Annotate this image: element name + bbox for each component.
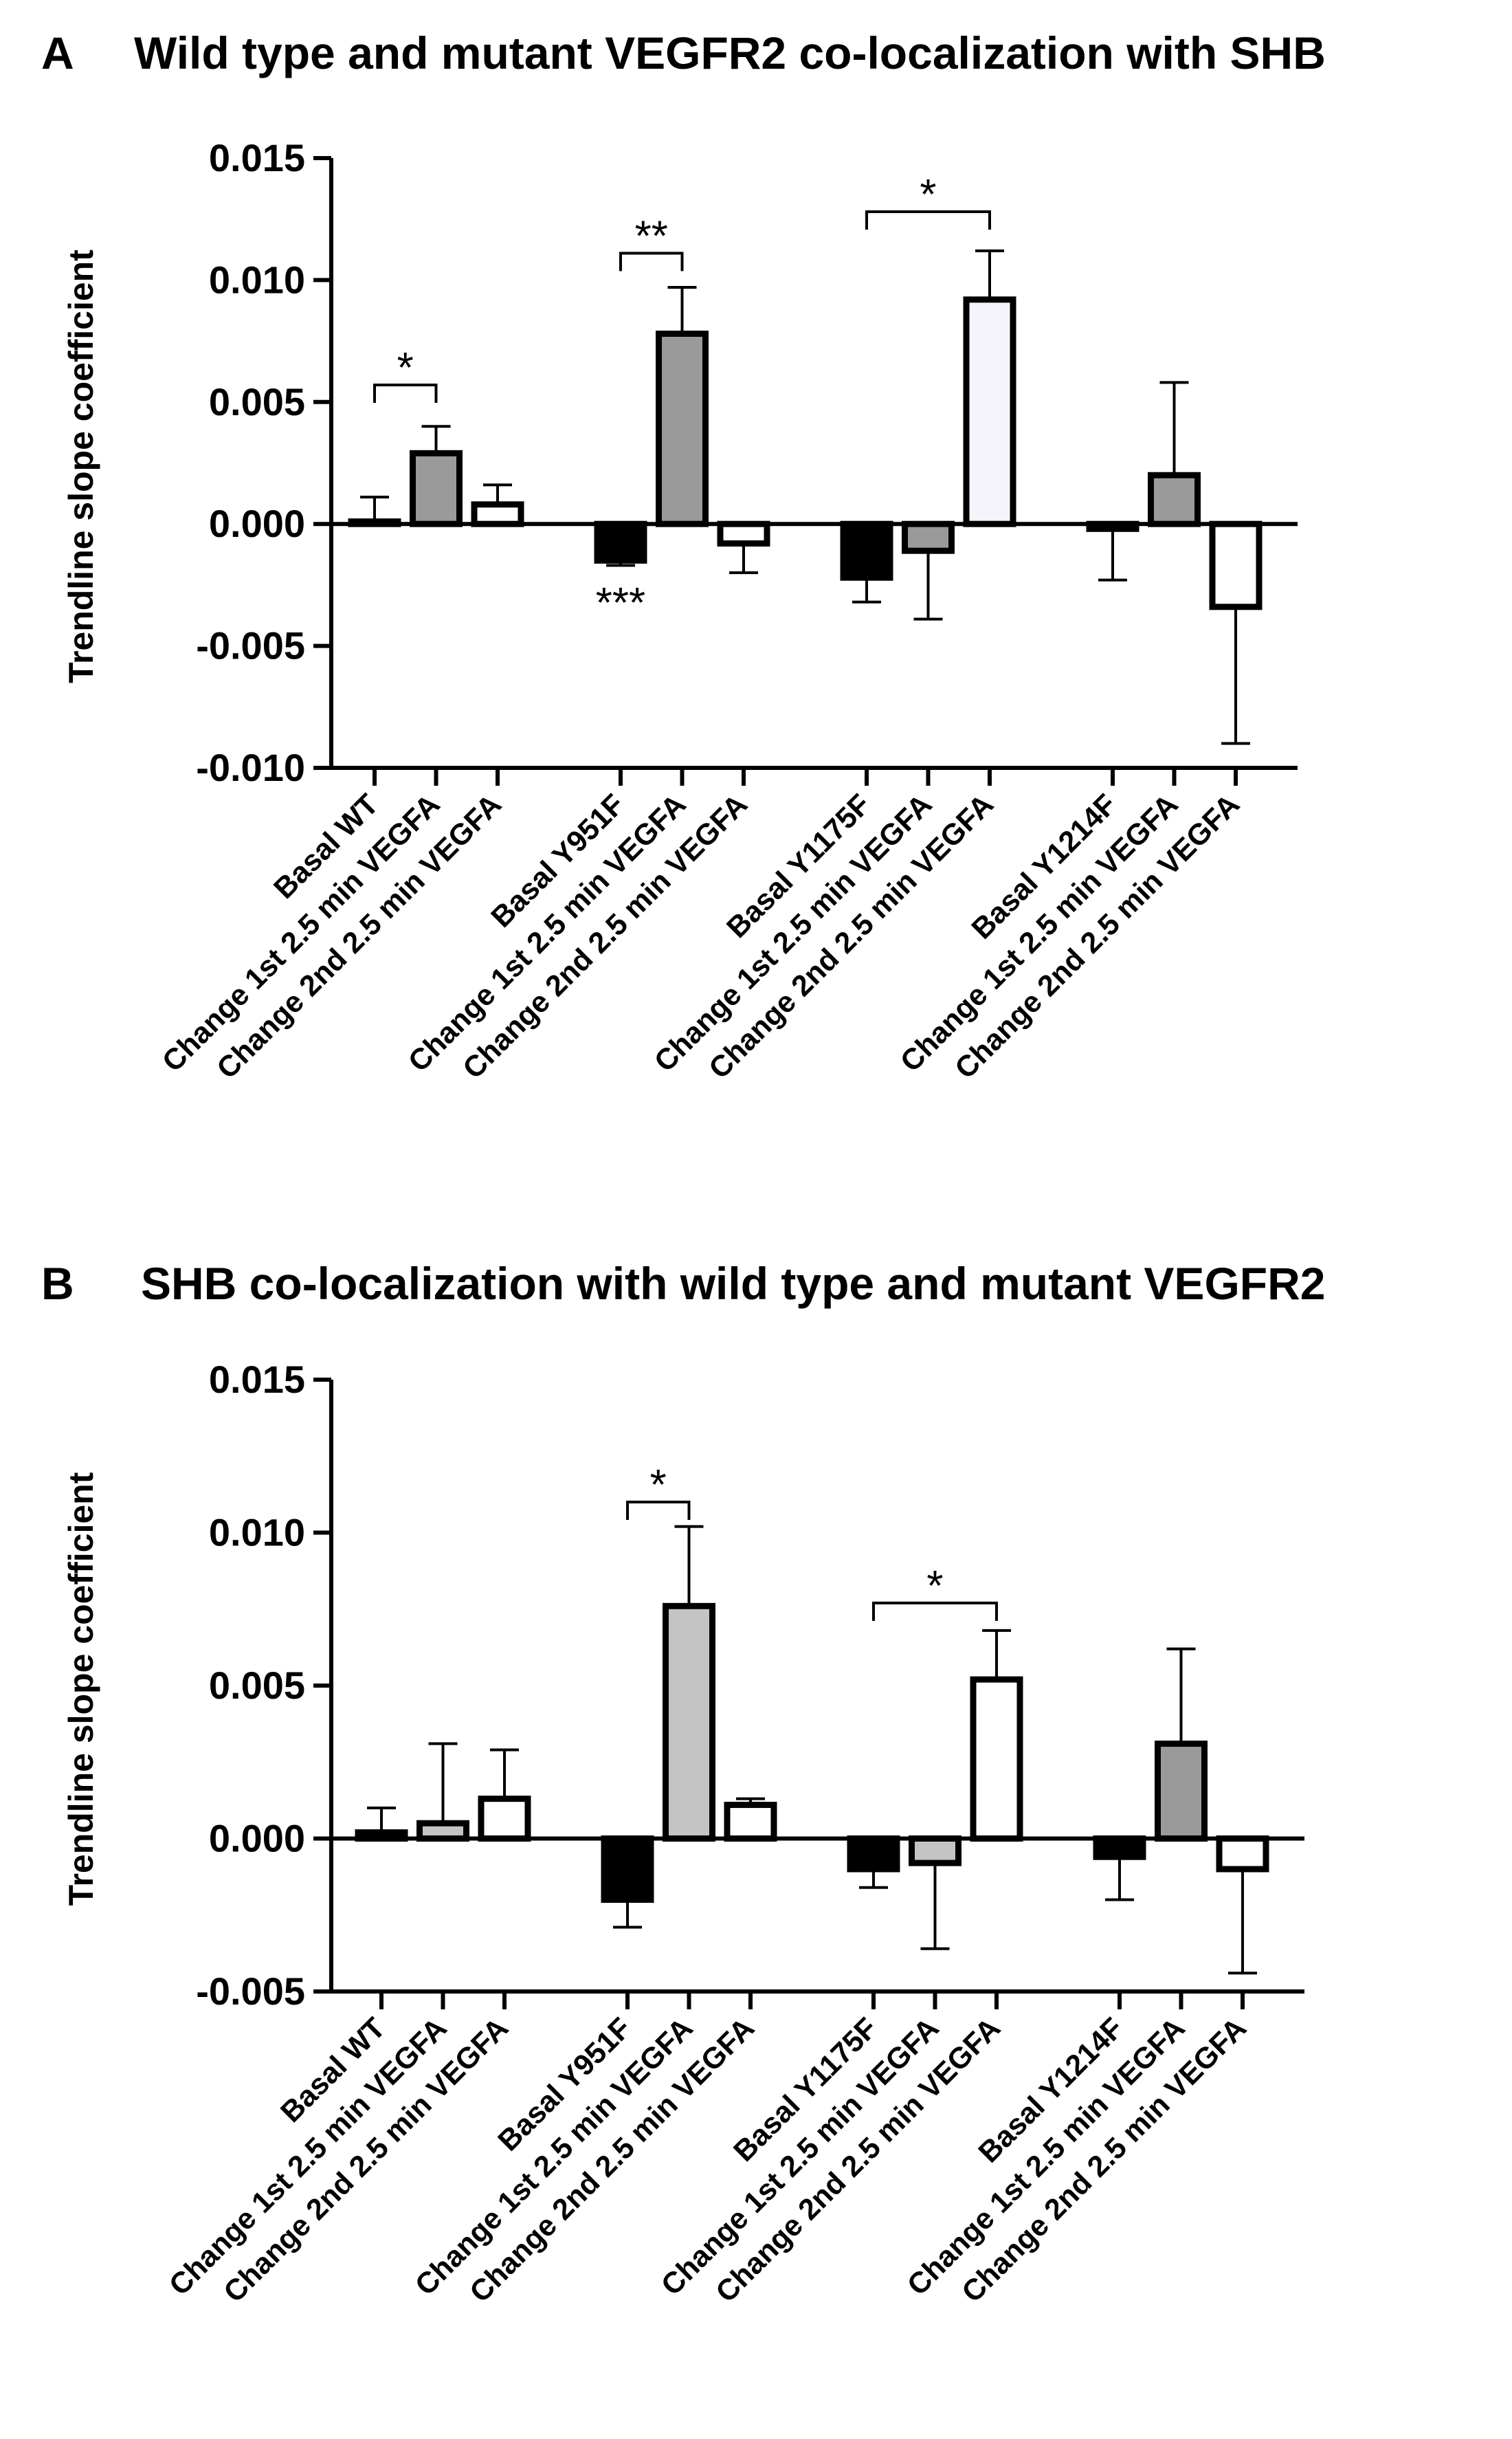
chart-a-bar <box>840 520 893 581</box>
chart-a-bar <box>471 501 524 527</box>
chart-b-bar <box>478 1796 531 1842</box>
chart-b-y-tick-label: 0.015 <box>209 1358 305 1401</box>
chart-a-bar <box>963 296 1016 527</box>
chart-b-y-axis-title: Trendline slope coefficient <box>62 1472 100 1906</box>
chart-a-bar <box>717 520 770 547</box>
chart-a-y-tick-label: 0.000 <box>209 502 305 545</box>
chart-b-x-tick-label: Change 1st 2.5 min VEGFA <box>163 2011 454 2302</box>
chart-b-bar <box>847 1835 900 1873</box>
chart-b-bar <box>355 1829 408 1842</box>
chart-b: 0.015 0.010 0.005 0.000 -0.005 Trendline slop… <box>62 1358 1304 2309</box>
chart-b-bar <box>416 1820 469 1842</box>
chart-a-significance-label: * <box>397 344 414 392</box>
chart-a-y-tick-label: 0.005 <box>209 380 305 423</box>
chart-a-bar <box>594 520 647 564</box>
chart-a-significance-bracket <box>865 210 991 230</box>
chart-b-significance-bracket <box>872 1601 998 1621</box>
chart-a-significance-bracket <box>373 383 438 403</box>
chart-a-y-tick-label: 0.015 <box>209 136 305 179</box>
chart-b-y-tick-label: 0.000 <box>209 1817 305 1860</box>
chart-a-y-tick-label: 0.010 <box>209 258 305 301</box>
panel-a-title: Wild type and mutant VEGFR2 co-localizat… <box>134 27 1326 78</box>
chart-b-significance-label: * <box>926 1563 943 1610</box>
chart-b-significance-bracket <box>626 1501 691 1520</box>
chart-a-bar <box>1086 520 1139 532</box>
chart-a-y-axis-title: Trendline slope coefficient <box>62 250 100 683</box>
chart-a-bar <box>1209 520 1263 610</box>
chart-b-bar <box>1093 1835 1146 1860</box>
panel-a-letter: A <box>41 27 74 78</box>
chart-a-significance-label: ** <box>635 212 668 260</box>
chart-a-significance-label: *** <box>596 580 645 627</box>
chart-a-bar <box>1148 472 1201 527</box>
chart-b-bar <box>909 1835 961 1866</box>
chart-a-bar <box>348 518 401 527</box>
panel-b-title: SHB co-localization with wild type and m… <box>141 1258 1325 1309</box>
chart-b-bar <box>1216 1835 1269 1873</box>
chart-b-y-tick-label: 0.010 <box>209 1511 305 1554</box>
chart-b-bar <box>1155 1741 1208 1842</box>
panel-b-letter: B <box>41 1258 74 1309</box>
chart-a-y-tick-label: -0.005 <box>196 624 305 667</box>
chart-a-y-tick-label: -0.010 <box>196 746 305 789</box>
chart-a: 0.015 0.010 0.005 0.000 -0.005 -0.010 Trendlin… <box>62 136 1298 1085</box>
chart-a-bar <box>656 330 709 527</box>
chart-a-x-tick-label: Change 1st 2.5 min VEGFA <box>156 788 447 1079</box>
chart-a-significance-bracket <box>619 252 684 272</box>
chart-b-significance-label: * <box>650 1461 667 1509</box>
chart-a-significance-label: * <box>920 171 936 219</box>
chart-b-bar <box>601 1835 654 1903</box>
chart-b-bar <box>724 1802 777 1842</box>
chart-b-bar <box>663 1602 715 1842</box>
chart-b-bar <box>970 1676 1023 1842</box>
chart-a-bar <box>902 520 955 554</box>
chart-b-y-tick-label: 0.005 <box>209 1664 305 1707</box>
chart-b-y-tick-label: -0.005 <box>196 1969 305 2013</box>
chart-a-bar <box>410 450 463 527</box>
